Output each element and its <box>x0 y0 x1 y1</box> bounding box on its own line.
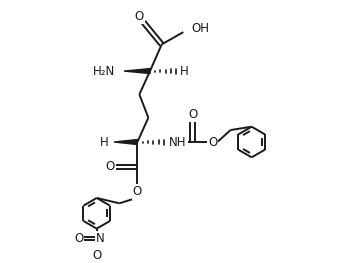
Text: H₂N: H₂N <box>93 65 115 78</box>
Text: H: H <box>100 135 108 149</box>
Text: O: O <box>135 10 144 23</box>
Text: O: O <box>208 135 217 149</box>
Text: O: O <box>188 108 197 121</box>
Text: O: O <box>133 185 142 199</box>
Polygon shape <box>124 69 150 74</box>
Text: O: O <box>105 160 115 173</box>
Text: OH: OH <box>192 22 210 35</box>
Text: O: O <box>74 232 84 245</box>
Polygon shape <box>114 140 138 145</box>
Text: NH: NH <box>169 135 187 149</box>
Text: N: N <box>96 232 105 245</box>
Text: H: H <box>180 65 189 78</box>
Text: O: O <box>92 249 102 262</box>
